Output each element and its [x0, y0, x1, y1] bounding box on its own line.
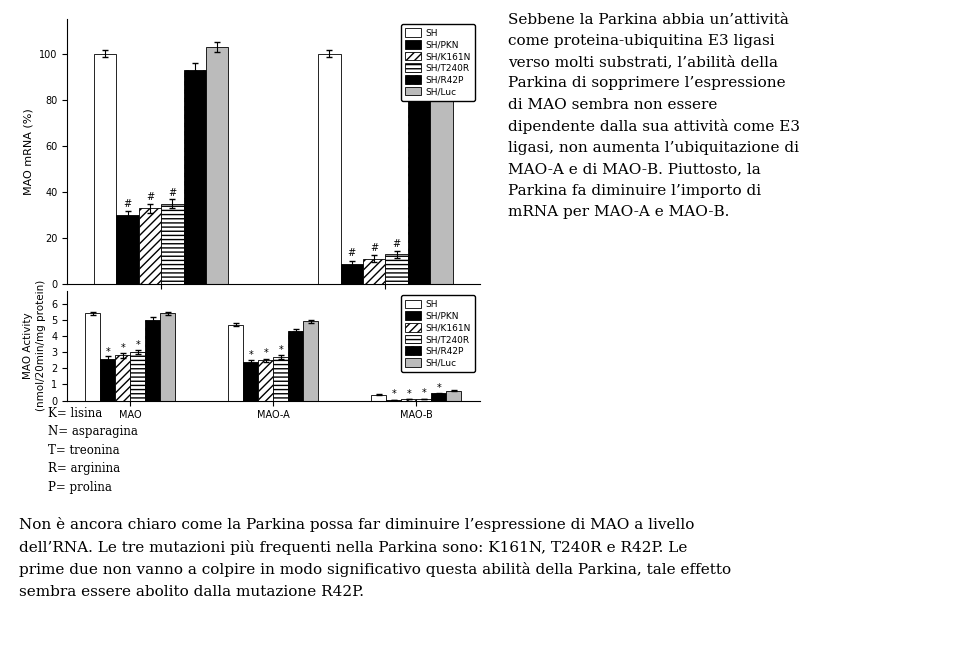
Bar [446, 390, 461, 401]
Bar [139, 208, 161, 284]
Text: *: * [121, 344, 126, 353]
Bar [340, 264, 363, 284]
Bar [94, 54, 116, 284]
Bar [432, 393, 446, 401]
Text: K= lisina
N= asparagina
T= treonina
R= arginina
P= prolina: K= lisina N= asparagina T= treonina R= a… [48, 407, 138, 494]
Bar [160, 313, 175, 401]
Text: *: * [421, 388, 426, 399]
Bar [116, 215, 139, 284]
Text: #: # [348, 248, 356, 258]
Text: #: # [146, 193, 154, 202]
Bar [244, 362, 258, 401]
Text: #: # [169, 188, 176, 198]
Bar [101, 359, 115, 401]
Text: *: * [264, 348, 269, 358]
Bar [431, 61, 453, 284]
Bar [273, 357, 289, 401]
Y-axis label: MAO mRNA (%): MAO mRNA (%) [23, 109, 34, 195]
Bar [130, 352, 146, 401]
Bar [258, 360, 273, 401]
Text: Non è ancora chiaro come la Parkina possa far diminuire l’espressione di MAO a l: Non è ancora chiaro come la Parkina poss… [19, 517, 732, 599]
Bar [416, 399, 432, 401]
Legend: SH, SH/PKN, SH/K161N, SH/T240R, SH/R42P, SH/Luc: SH, SH/PKN, SH/K161N, SH/T240R, SH/R42P,… [401, 295, 475, 372]
Bar [401, 399, 416, 401]
Bar [161, 203, 184, 284]
Bar [303, 321, 318, 401]
Bar [386, 400, 401, 401]
Text: *: * [436, 383, 441, 393]
Bar [318, 54, 340, 284]
Text: *: * [248, 350, 253, 360]
Bar [146, 320, 160, 401]
Text: *: * [278, 345, 283, 355]
Text: #: # [124, 200, 131, 209]
Text: #: # [392, 238, 401, 249]
Y-axis label: MAO Activity
(nmol/20min/mg protein): MAO Activity (nmol/20min/mg protein) [23, 280, 46, 412]
Bar [184, 70, 206, 284]
Text: #: # [370, 243, 378, 253]
Text: *: * [135, 340, 140, 350]
Bar [386, 255, 408, 284]
Legend: SH, SH/PKN, SH/K161N, SH/T240R, SH/R42P, SH/Luc: SH, SH/PKN, SH/K161N, SH/T240R, SH/R42P,… [401, 24, 475, 101]
Bar [371, 395, 386, 401]
Bar [206, 47, 228, 284]
Text: Sebbene la Parkina abbia un’attività
come proteina-ubiquitina E3 ligasi
verso mo: Sebbene la Parkina abbia un’attività com… [508, 13, 800, 219]
Text: *: * [105, 347, 110, 357]
Bar [363, 259, 386, 284]
Text: *: * [407, 389, 411, 399]
Bar [408, 86, 431, 284]
Bar [115, 355, 130, 401]
Bar [228, 324, 244, 401]
Bar [85, 313, 101, 401]
Text: *: * [391, 390, 396, 399]
Bar [289, 331, 303, 401]
